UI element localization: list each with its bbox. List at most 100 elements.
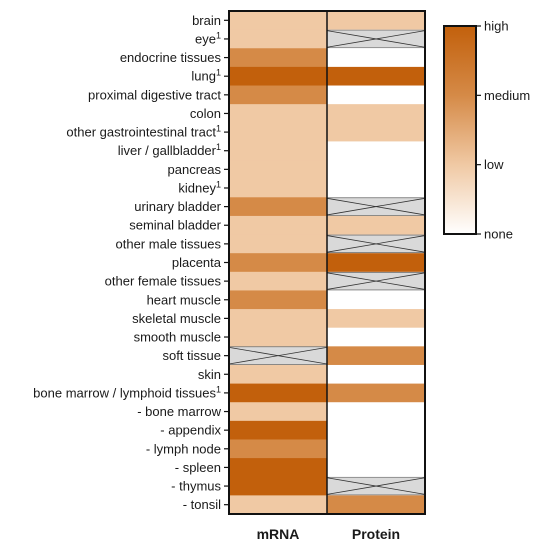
row-label-bone-marrow: - bone marrow (137, 404, 221, 419)
footnote-marker: 1 (216, 124, 221, 134)
row-label-skin: skin (198, 367, 221, 382)
row-label-liver-gallbladder: liver / gallbladder1 (118, 142, 221, 158)
column-label-protein: Protein (352, 526, 400, 542)
cell-appendix-mrna (229, 420, 327, 441)
cell-colon-protein (327, 104, 425, 124)
column-labels: mRNA Protein (257, 526, 401, 542)
cell-soft-tissue-protein (327, 346, 425, 366)
cell-placenta-mrna (229, 253, 327, 273)
cell-bone-marrow-lymphoid-tissues-protein (327, 383, 425, 403)
cell-skeletal-muscle-mrna (229, 309, 327, 329)
cell-other-gastrointestinal-tract-protein (327, 122, 425, 143)
cell-pancreas-mrna (229, 160, 327, 180)
cell-colon-mrna (229, 104, 327, 124)
na-cross-icon (326, 197, 426, 216)
cell-liver-gallbladder-mrna (229, 141, 327, 161)
cell-seminal-bladder-mrna (229, 215, 327, 236)
row-label-other-gastrointestinal-tract: other gastrointestinal tract1 (66, 124, 221, 140)
cell-heart-muscle-protein (327, 290, 425, 310)
row-label-soft-tissue: soft tissue (162, 348, 221, 363)
row-label-smooth-muscle: smooth muscle (134, 330, 221, 345)
cell-proximal-digestive-tract-protein (327, 85, 425, 105)
cell-other-male-tissues-mrna (229, 234, 327, 254)
row-label-pancreas: pancreas (168, 162, 222, 177)
row-label-seminal-bladder: seminal bladder (129, 218, 221, 233)
cell-pancreas-protein (327, 160, 425, 180)
row-label-other-male-tissues: other male tissues (116, 236, 222, 251)
na-cross-icon (326, 272, 426, 291)
cell-lymph-node-protein (327, 439, 425, 459)
footnote-marker: 1 (216, 142, 221, 152)
row-label-colon: colon (190, 106, 221, 121)
cell-other-female-tissues-mrna (229, 271, 327, 292)
column-label-mrna: mRNA (257, 526, 300, 542)
row-labels: brain eye1 endocrine tissues lung1 proximal … (33, 13, 229, 512)
cell-tonsil-mrna (229, 495, 327, 515)
cell-bone-marrow-mrna (229, 402, 327, 422)
cell-eye-mrna (229, 29, 327, 49)
cell-tonsil-protein (327, 495, 425, 515)
footnote-marker: 1 (216, 384, 221, 394)
cell-brain-mrna (229, 11, 327, 31)
cell-skin-protein (327, 364, 425, 385)
cell-brain-protein (327, 11, 425, 31)
cell-placenta-protein (327, 253, 425, 273)
cell-smooth-muscle-protein (327, 327, 425, 347)
footnote-marker: 1 (216, 68, 221, 78)
cell-thymus-mrna (229, 476, 327, 496)
legend-ticks: none low medium high (476, 19, 530, 242)
row-label-kidney: kidney1 (178, 179, 221, 195)
heatmap-cells (228, 11, 426, 515)
cell-lymph-node-mrna (229, 439, 327, 459)
cell-spleen-protein (327, 458, 425, 478)
row-label-proximal-digestive-tract: proximal digestive tract (88, 87, 221, 102)
row-label-endocrine-tissues: endocrine tissues (120, 50, 222, 65)
row-label-appendix: - appendix (160, 423, 221, 438)
row-label-brain: brain (192, 13, 221, 28)
cell-lung-mrna (229, 66, 327, 87)
row-label-lymph-node: - lymph node (146, 441, 221, 456)
cell-other-gastrointestinal-tract-mrna (229, 122, 327, 143)
legend-label-low: low (484, 157, 504, 172)
cell-urinary-bladder-mrna (229, 197, 327, 217)
cell-spleen-mrna (229, 458, 327, 478)
footnote-marker: 1 (216, 179, 221, 189)
row-label-thymus: - thymus (171, 479, 221, 494)
na-cross-icon (326, 234, 426, 253)
row-label-tonsil: - tonsil (183, 497, 221, 512)
na-cross-icon (326, 476, 426, 496)
cell-skeletal-muscle-protein (327, 309, 425, 329)
row-label-bone-marrow-lymphoid-tissues: bone marrow / lymphoid tissues1 (33, 384, 221, 400)
na-cross-icon (228, 346, 328, 365)
cell-endocrine-tissues-mrna (229, 48, 327, 68)
cell-skin-mrna (229, 364, 327, 385)
legend-gradient-bar (443, 25, 477, 235)
cell-endocrine-tissues-protein (327, 48, 425, 68)
na-cross-icon (326, 29, 426, 49)
cell-kidney-mrna (229, 178, 327, 198)
row-label-urinary-bladder: urinary bladder (134, 199, 221, 214)
cell-bone-marrow-lymphoid-tissues-mrna (229, 383, 327, 403)
row-label-eye: eye1 (195, 30, 221, 46)
row-label-heart-muscle: heart muscle (147, 292, 221, 307)
cell-proximal-digestive-tract-mrna (229, 85, 327, 105)
legend-label-high: high (484, 19, 509, 34)
legend-label-none: none (484, 227, 513, 242)
cell-seminal-bladder-protein (327, 215, 425, 236)
row-label-spleen: - spleen (175, 460, 221, 475)
color-legend: none low medium high (443, 19, 530, 242)
cell-lung-protein (327, 66, 425, 87)
cell-heart-muscle-mrna (229, 290, 327, 310)
footnote-marker: 1 (216, 30, 221, 40)
cell-liver-gallbladder-protein (327, 141, 425, 161)
row-label-placenta: placenta (172, 255, 222, 270)
legend-label-medium: medium (484, 88, 530, 103)
cell-bone-marrow-protein (327, 402, 425, 422)
cell-appendix-protein (327, 420, 425, 441)
row-label-skeletal-muscle: skeletal muscle (132, 311, 221, 326)
row-label-lung: lung1 (191, 68, 221, 84)
cell-smooth-muscle-mrna (229, 327, 327, 347)
row-label-other-female-tissues: other female tissues (105, 274, 222, 289)
cell-kidney-protein (327, 178, 425, 198)
